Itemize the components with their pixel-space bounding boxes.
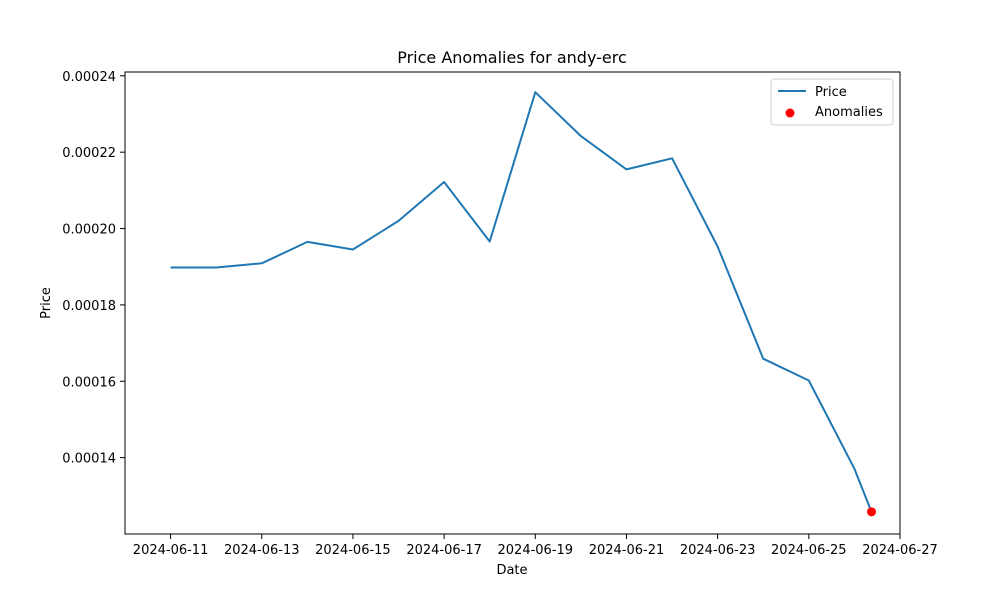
plot-area [170,91,877,517]
x-tick-label: 2024-06-21 [589,543,665,558]
y-tick-label: 0.00020 [62,223,116,238]
axes-frame [124,71,901,535]
y-tick-label: 0.00016 [62,375,116,390]
price-line [170,91,873,513]
legend-price-label: Price [815,85,847,100]
x-tick-label: 2024-06-23 [680,543,756,558]
x-tick-label: 2024-06-13 [224,543,300,558]
x-tick-label: 2024-06-25 [771,543,847,558]
x-tick-label: 2024-06-15 [315,543,391,558]
y-tick-label: 0.00022 [62,146,116,161]
chart-title: Price Anomalies for andy-erc [397,48,627,67]
x-tick-label: 2024-06-27 [862,543,938,558]
y-axis: 0.00014 0.00016 0.00018 0.00020 0.00022 0.000… [62,70,125,467]
y-tick-label: 0.00014 [62,452,116,467]
y-axis-label: Price [39,287,54,319]
anomaly-point [867,507,877,517]
x-axis-label: Date [496,563,527,578]
y-tick-label: 0.00018 [62,299,116,314]
x-tick-label: 2024-06-17 [406,543,482,558]
chart-legend: Price Anomalies [770,78,894,126]
x-tick-label: 2024-06-11 [133,543,209,558]
x-axis: 2024-06-11 2024-06-13 2024-06-15 2024-06-17… [133,534,938,558]
legend-anomaly-marker [785,108,795,118]
legend-anomalies-label: Anomalies [815,105,883,120]
x-tick-label: 2024-06-19 [498,543,574,558]
y-tick-label: 0.00024 [62,70,116,85]
